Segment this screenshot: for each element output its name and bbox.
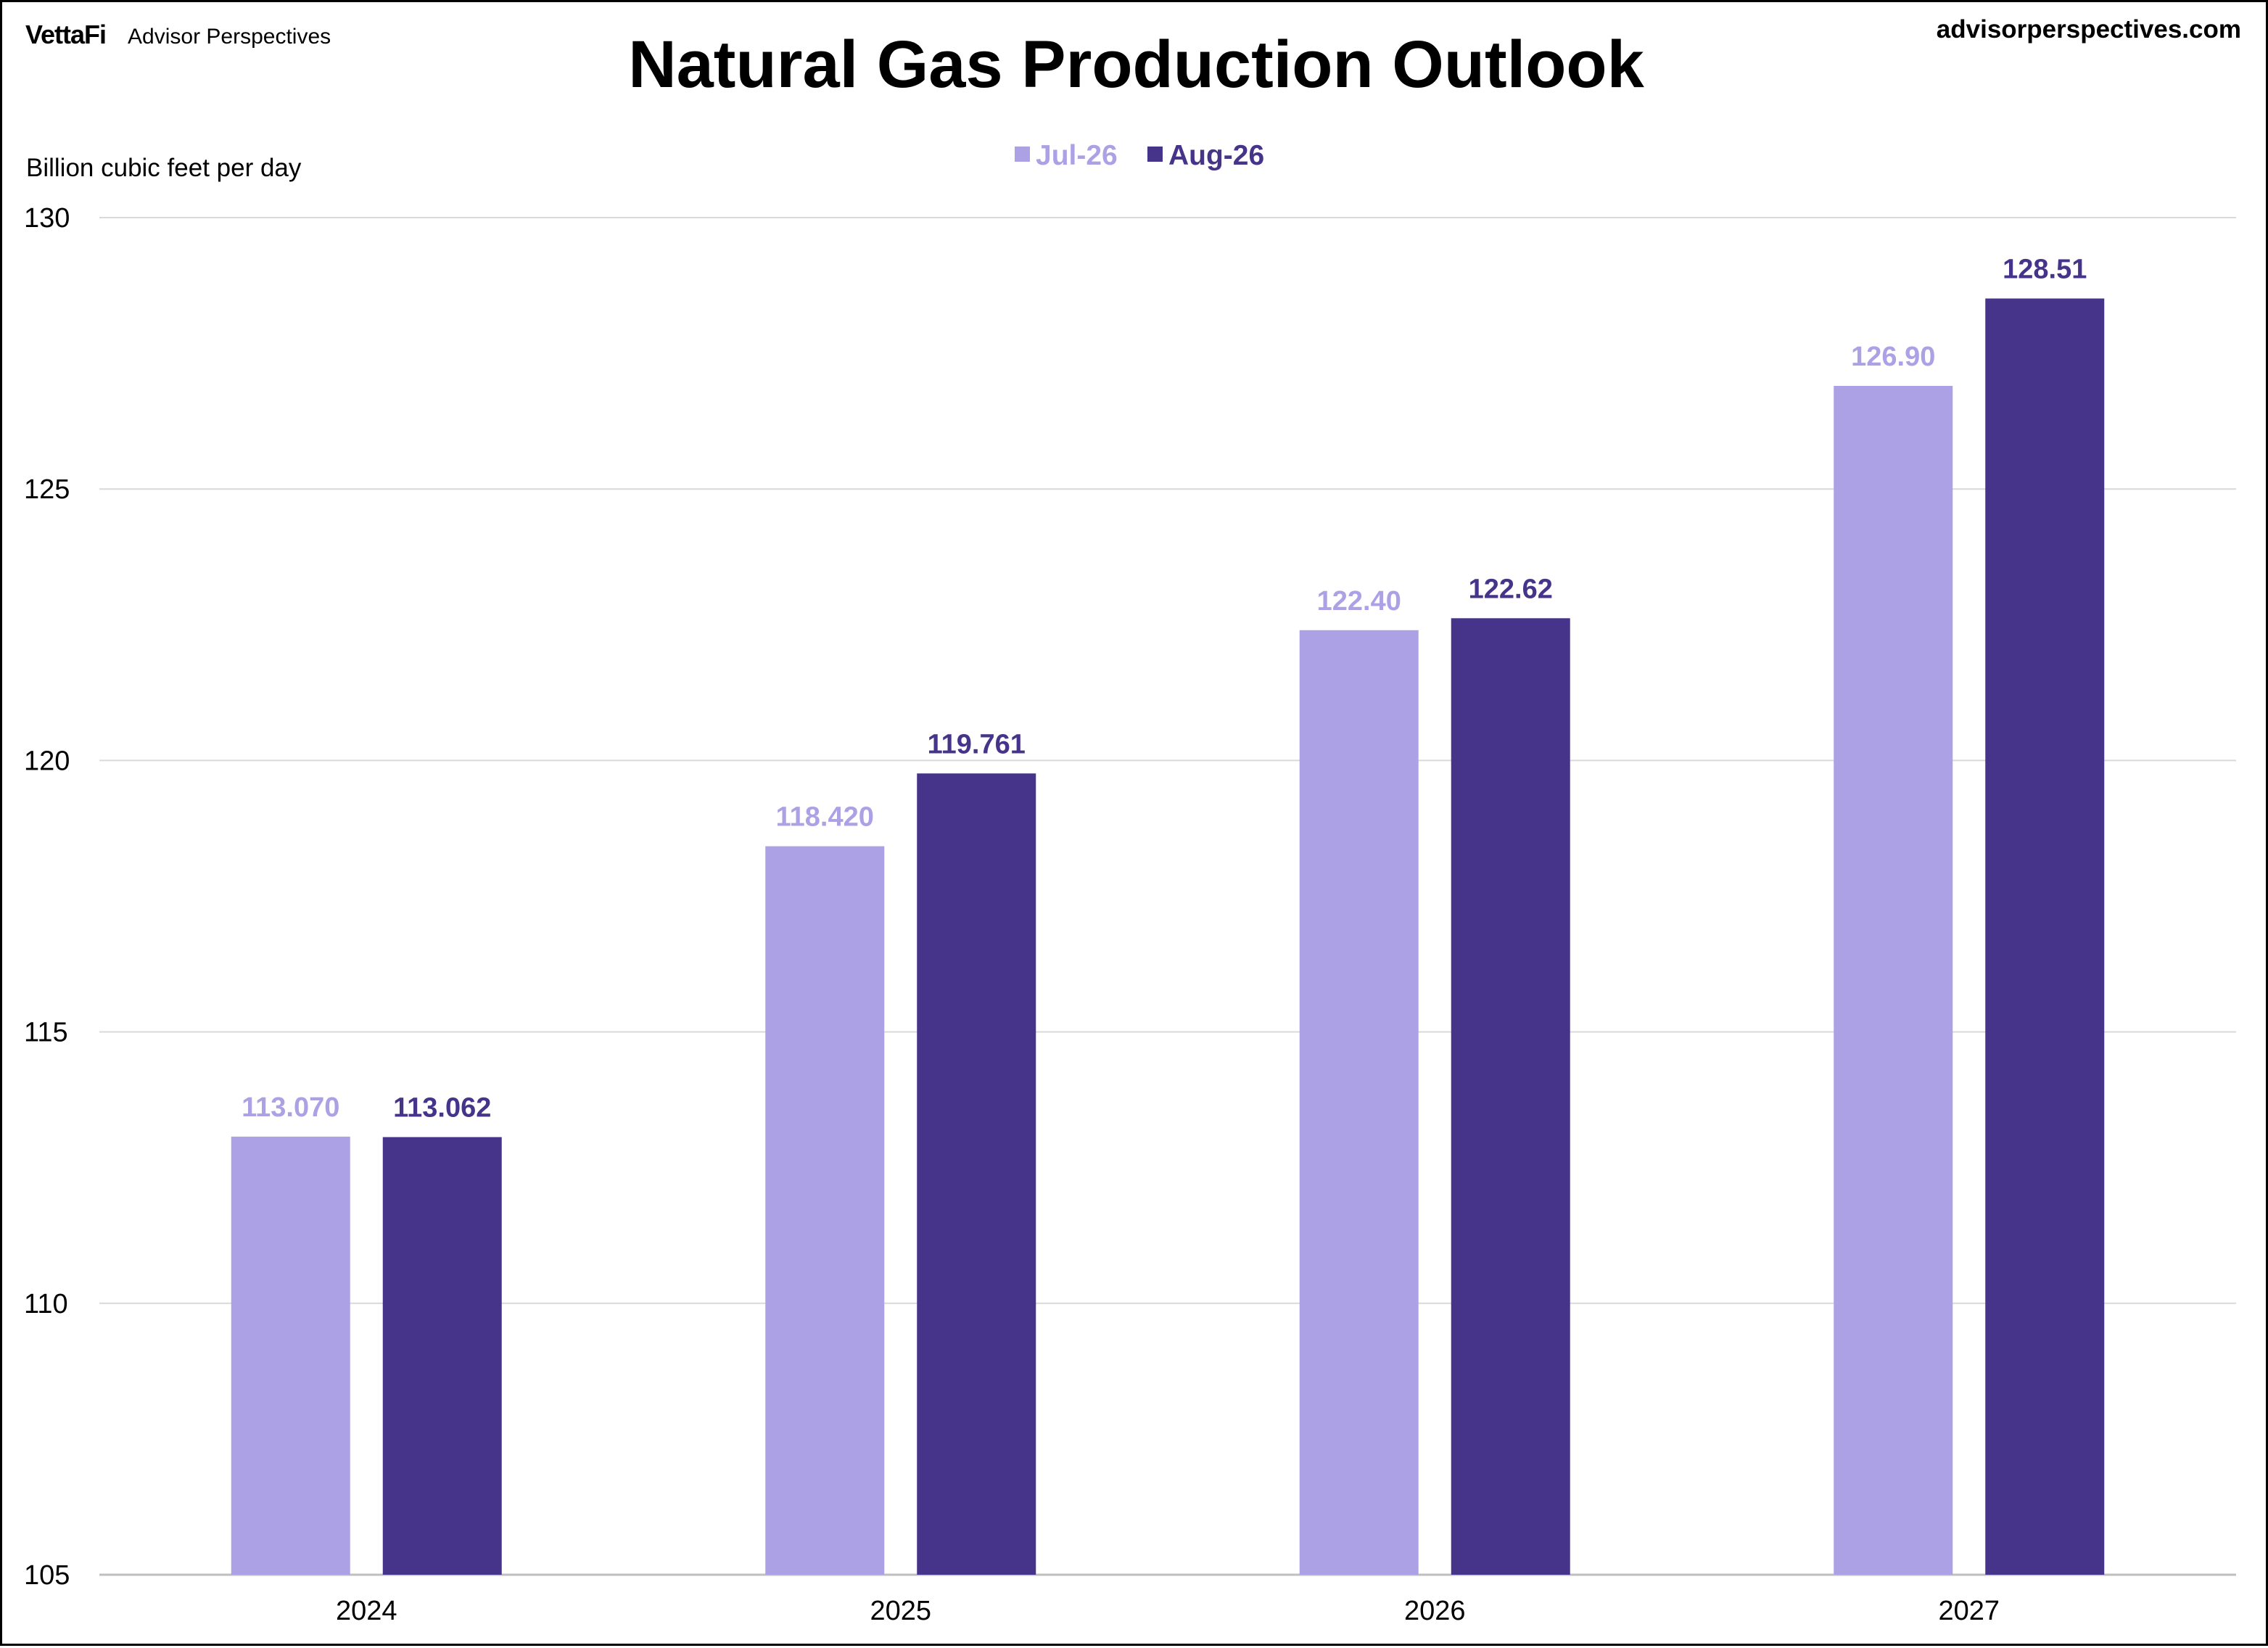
x-tick-label-2027: 2027 bbox=[1938, 1596, 2000, 1626]
bar-Jul-26-2026 bbox=[1299, 630, 1419, 1575]
data-label-Aug-26-2025: 119.761 bbox=[928, 729, 1026, 759]
bar-Aug-26-2026 bbox=[1451, 618, 1570, 1575]
x-tick-label-2026: 2026 bbox=[1404, 1596, 1466, 1626]
y-tick-label: 120 bbox=[24, 746, 70, 776]
data-label-Jul-26-2025: 118.420 bbox=[776, 802, 874, 833]
y-tick-label: 125 bbox=[24, 474, 70, 505]
website-url: advisorperspectives.com bbox=[1936, 15, 2241, 44]
bar-Aug-26-2025 bbox=[917, 773, 1036, 1575]
data-label-Jul-26-2027: 126.90 bbox=[1851, 342, 1935, 372]
legend-label-2: Aug-26 bbox=[1168, 140, 1264, 171]
y-axis-title: Billion cubic feet per day bbox=[26, 154, 302, 182]
brand-name: Advisor Perspectives bbox=[128, 25, 331, 49]
y-tick-label: 130 bbox=[24, 203, 70, 234]
y-tick-label: 115 bbox=[24, 1018, 68, 1048]
data-label-Aug-26-2024: 113.062 bbox=[393, 1093, 491, 1124]
data-label-Aug-26-2026: 122.62 bbox=[1469, 574, 1553, 604]
data-label-Aug-26-2027: 128.51 bbox=[2003, 255, 2087, 285]
legend-swatch-2 bbox=[1147, 147, 1163, 162]
y-tick-label: 110 bbox=[24, 1289, 68, 1319]
y-tick-label: 105 bbox=[24, 1560, 70, 1591]
legend-swatch-1 bbox=[1015, 147, 1030, 162]
data-label-Jul-26-2026: 122.40 bbox=[1317, 586, 1401, 617]
vettafi-logo: VettaFi bbox=[25, 20, 107, 49]
legend-label-1: Jul-26 bbox=[1036, 140, 1118, 171]
x-tick-label-2024: 2024 bbox=[336, 1596, 397, 1626]
data-label-Jul-26-2024: 113.070 bbox=[242, 1092, 339, 1123]
bar-Jul-26-2027 bbox=[1834, 386, 1953, 1575]
bar-Jul-26-2025 bbox=[765, 846, 885, 1575]
bar-Jul-26-2024 bbox=[231, 1137, 350, 1575]
x-tick-label-2025: 2025 bbox=[870, 1596, 931, 1626]
bar-Aug-26-2027 bbox=[1985, 298, 2105, 1575]
bar-Aug-26-2024 bbox=[382, 1137, 502, 1575]
chart-title: Natural Gas Production Outlook bbox=[628, 28, 1644, 102]
brand-header: VettaFi Advisor Perspectives bbox=[25, 20, 331, 50]
